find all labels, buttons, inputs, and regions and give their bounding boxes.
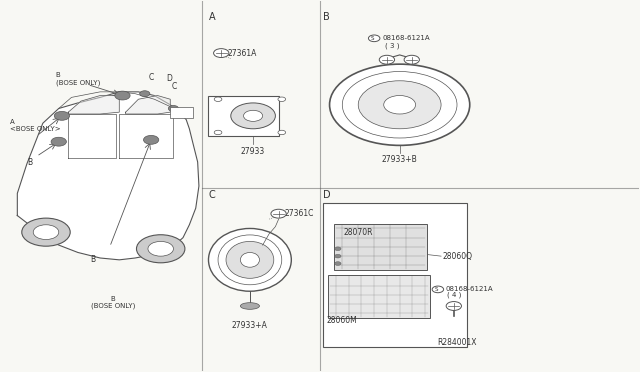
Circle shape xyxy=(278,130,285,135)
Text: D: D xyxy=(323,190,331,200)
Circle shape xyxy=(335,247,341,251)
Circle shape xyxy=(335,262,341,265)
Text: A
<BOSE ONLY>: A <BOSE ONLY> xyxy=(10,119,60,132)
Polygon shape xyxy=(68,96,119,114)
Circle shape xyxy=(22,218,70,246)
Circle shape xyxy=(148,241,173,256)
Circle shape xyxy=(140,91,150,97)
Ellipse shape xyxy=(226,241,274,278)
Circle shape xyxy=(244,110,262,121)
Circle shape xyxy=(384,96,415,114)
Circle shape xyxy=(231,103,275,129)
Circle shape xyxy=(51,137,67,146)
Ellipse shape xyxy=(241,303,259,310)
Circle shape xyxy=(369,35,380,42)
Text: 28070R: 28070R xyxy=(344,228,373,237)
Text: 28060Q: 28060Q xyxy=(442,251,472,261)
Text: 27933+A: 27933+A xyxy=(232,321,268,330)
Polygon shape xyxy=(17,92,199,260)
Text: 28060M: 28060M xyxy=(327,316,358,325)
Text: C: C xyxy=(209,190,215,200)
Text: S: S xyxy=(371,36,374,41)
Circle shape xyxy=(404,55,419,64)
FancyBboxPatch shape xyxy=(170,107,193,118)
Text: R284001X: R284001X xyxy=(437,339,477,347)
Ellipse shape xyxy=(209,228,291,291)
Text: B
(BOSE ONLY): B (BOSE ONLY) xyxy=(56,72,100,86)
Circle shape xyxy=(214,97,222,102)
Circle shape xyxy=(33,225,59,240)
Polygon shape xyxy=(125,96,170,114)
Text: C: C xyxy=(172,82,177,91)
Circle shape xyxy=(432,286,444,293)
Circle shape xyxy=(335,254,341,258)
Text: 08168-6121A: 08168-6121A xyxy=(445,286,493,292)
Text: B: B xyxy=(91,255,96,264)
Text: 27933: 27933 xyxy=(241,147,265,156)
Circle shape xyxy=(271,209,286,218)
Circle shape xyxy=(446,302,461,310)
Text: B: B xyxy=(27,157,32,167)
FancyBboxPatch shape xyxy=(323,203,467,347)
Text: 27361A: 27361A xyxy=(228,49,257,58)
Circle shape xyxy=(115,91,130,100)
Text: 27933+B: 27933+B xyxy=(382,155,417,164)
Text: 27361C: 27361C xyxy=(285,209,314,218)
FancyBboxPatch shape xyxy=(334,224,427,270)
Ellipse shape xyxy=(241,253,259,267)
Text: C: C xyxy=(148,73,154,81)
Circle shape xyxy=(330,64,470,145)
Text: D: D xyxy=(166,74,173,83)
Text: B: B xyxy=(323,13,330,22)
Circle shape xyxy=(143,135,159,144)
Text: 08168-6121A: 08168-6121A xyxy=(383,35,430,41)
Circle shape xyxy=(214,49,229,58)
FancyBboxPatch shape xyxy=(209,96,278,136)
Circle shape xyxy=(214,130,222,135)
Circle shape xyxy=(358,81,441,129)
Text: ( 4 ): ( 4 ) xyxy=(447,292,462,298)
Text: A: A xyxy=(209,13,215,22)
Text: S: S xyxy=(434,287,438,292)
Circle shape xyxy=(54,112,70,120)
Circle shape xyxy=(136,235,185,263)
FancyBboxPatch shape xyxy=(328,275,430,318)
Text: ( 3 ): ( 3 ) xyxy=(385,42,399,49)
Text: B
(BOSE ONLY): B (BOSE ONLY) xyxy=(91,296,135,309)
Circle shape xyxy=(380,55,394,64)
Circle shape xyxy=(278,97,285,102)
Circle shape xyxy=(168,106,179,112)
